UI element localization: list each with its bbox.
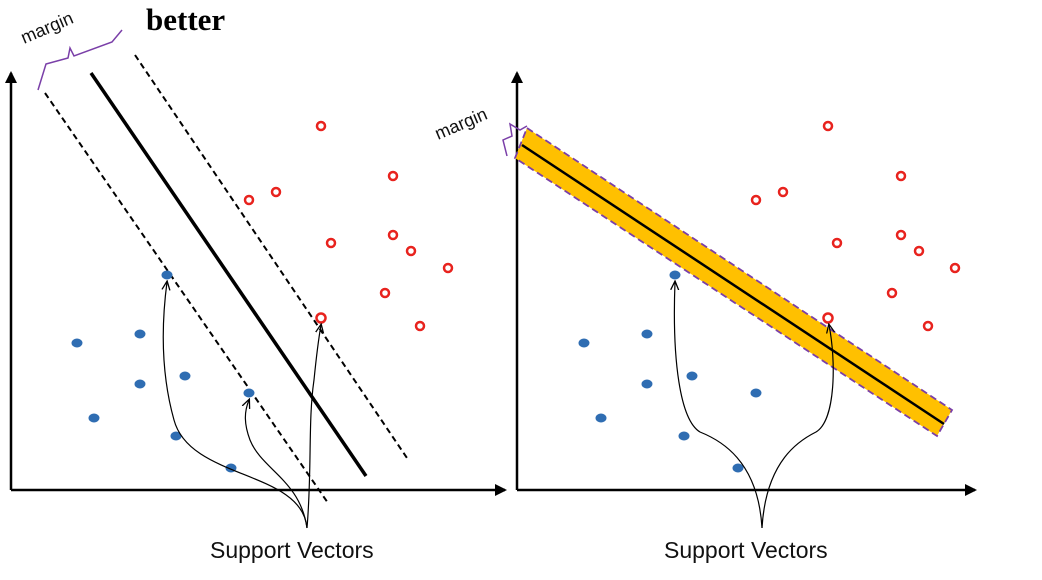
negative-point: [686, 371, 698, 381]
negative-point: [578, 338, 590, 348]
positive-point: [387, 229, 399, 241]
right-negative-points: [578, 270, 762, 473]
positive-point: [777, 186, 789, 198]
negative-point: [641, 329, 653, 339]
right-support-vector-arrows: [674, 282, 833, 529]
positive-point: [895, 170, 907, 182]
positive-point: [750, 194, 762, 206]
left-margin-line-upper: [134, 54, 410, 462]
negative-point: [88, 413, 100, 423]
left-negative-points: [71, 270, 255, 473]
left-support-vector-arrows: [163, 282, 321, 529]
positive-point: [315, 312, 327, 324]
heading-better: better: [146, 2, 226, 37]
left-positive-points: [243, 120, 454, 332]
negative-point: [750, 388, 762, 398]
left-decision-boundary: [89, 72, 368, 477]
left-margin-brace: [37, 29, 123, 91]
negative-point: [243, 388, 255, 398]
positive-point: [822, 312, 834, 324]
positive-point: [442, 262, 454, 274]
positive-point: [405, 245, 417, 257]
negative-point: [71, 338, 83, 348]
positive-point: [895, 229, 907, 241]
positive-point: [831, 237, 843, 249]
positive-point: [922, 320, 934, 332]
positive-point: [315, 120, 327, 132]
positive-point: [913, 245, 925, 257]
negative-point: [641, 379, 653, 389]
positive-point: [886, 287, 898, 299]
negative-point: [732, 463, 744, 473]
positive-point: [379, 287, 391, 299]
negative-point: [161, 270, 173, 280]
negative-point: [678, 431, 690, 441]
negative-point: [595, 413, 607, 423]
left-margin-label: margin: [18, 8, 76, 48]
negative-point: [170, 431, 182, 441]
positive-point: [243, 194, 255, 206]
right-caption-support-vectors: Support Vectors: [664, 537, 828, 563]
right-decision-boundary: [521, 143, 945, 426]
positive-point: [270, 186, 282, 198]
right-margin-brace: [502, 122, 528, 157]
left-margin-line-lower: [44, 92, 329, 504]
right-margin-band: [513, 126, 954, 438]
positive-point: [822, 120, 834, 132]
negative-point: [179, 371, 191, 381]
left-caption-support-vectors: Support Vectors: [210, 537, 374, 563]
positive-point: [949, 262, 961, 274]
negative-point: [134, 379, 146, 389]
positive-point: [325, 237, 337, 249]
positive-point: [414, 320, 426, 332]
negative-point: [669, 270, 681, 280]
left-panel: margin: [4, 8, 507, 529]
negative-point: [134, 329, 146, 339]
right-panel: margin: [432, 71, 977, 529]
positive-point: [387, 170, 399, 182]
right-positive-points: [750, 120, 961, 332]
right-margin-label: margin: [432, 104, 490, 144]
